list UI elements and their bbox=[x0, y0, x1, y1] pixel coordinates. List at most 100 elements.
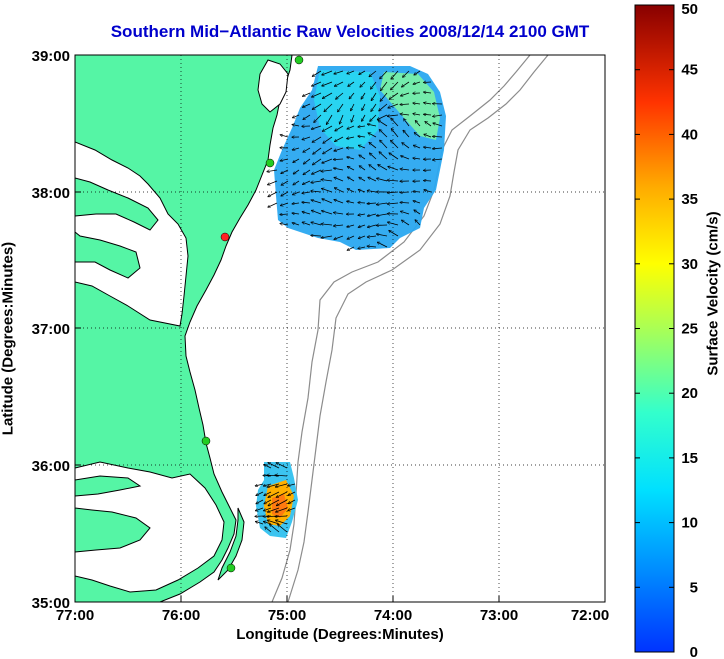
velocity-arrow bbox=[400, 104, 410, 105]
chesapeake-bay bbox=[75, 141, 189, 327]
grid-lines bbox=[75, 55, 605, 602]
velocity-arrow bbox=[268, 499, 280, 506]
velocity-arrow bbox=[313, 147, 322, 154]
velocity-arrow bbox=[256, 522, 264, 525]
velocity-arrow bbox=[321, 180, 333, 182]
velocity-arrow bbox=[293, 169, 300, 174]
velocity-arrow bbox=[358, 126, 366, 127]
velocity-arrow bbox=[358, 136, 366, 137]
velocity-arrow bbox=[400, 169, 410, 170]
velocity-arrow bbox=[424, 134, 432, 138]
velocity-arrow bbox=[281, 169, 289, 174]
albemarle-pamlico-sound bbox=[75, 461, 225, 593]
map-plot-area bbox=[75, 55, 605, 602]
velocity-arrow bbox=[255, 483, 264, 486]
velocity-arrow bbox=[265, 527, 272, 533]
velocity-arrow bbox=[303, 169, 311, 175]
velocity-arrow bbox=[367, 203, 377, 204]
velocity-arrow bbox=[413, 81, 421, 84]
velocity-arrow bbox=[326, 114, 333, 124]
velocity-arrow bbox=[404, 119, 410, 127]
velocity-arrow bbox=[388, 167, 399, 171]
velocity-arrow bbox=[275, 516, 288, 517]
velocity-arrow bbox=[268, 191, 278, 197]
velocity-arrow bbox=[401, 156, 410, 160]
velocity-arrow bbox=[433, 136, 443, 137]
velocity-arrow bbox=[348, 177, 355, 182]
velocity-arrow bbox=[359, 155, 366, 160]
velocity-arrow bbox=[264, 465, 272, 469]
velocity-arrow bbox=[302, 136, 311, 140]
velocity-arrow bbox=[389, 231, 399, 237]
velocity-arrow bbox=[322, 189, 333, 193]
velocity-arrow bbox=[371, 103, 377, 111]
velocity-arrow bbox=[361, 92, 366, 99]
velocity-arrow bbox=[358, 203, 366, 204]
velocity-arrow bbox=[415, 220, 421, 226]
velocity-arrow bbox=[338, 103, 344, 112]
velocity-arrow bbox=[268, 463, 280, 469]
velocity-arrow bbox=[324, 103, 333, 112]
velocity-arrow bbox=[378, 120, 388, 127]
velocity-arrow bbox=[391, 118, 399, 127]
station-marker-inactive bbox=[220, 232, 230, 242]
velocity-arrow bbox=[380, 92, 388, 101]
velocity-arrow bbox=[312, 103, 322, 109]
velocity-arrow bbox=[322, 199, 333, 204]
velocity-arrow bbox=[389, 92, 399, 99]
velocity-arrow bbox=[425, 122, 432, 127]
colorbar-tick-label: 30 bbox=[681, 256, 698, 273]
velocity-arrow bbox=[347, 167, 355, 171]
velocity-arrow bbox=[413, 191, 421, 192]
x-tick-label: 76:00 bbox=[162, 607, 200, 624]
colorbar bbox=[634, 4, 675, 653]
velocity-arrow bbox=[276, 463, 288, 469]
velocity-arrow bbox=[335, 136, 344, 142]
velocity-arrow bbox=[367, 213, 377, 216]
velocity-field-north-mid bbox=[314, 70, 380, 150]
velocity-arrow bbox=[293, 114, 300, 118]
velocity-arrow bbox=[302, 192, 311, 193]
velocity-arrow bbox=[292, 147, 300, 150]
velocity-arrow bbox=[323, 136, 333, 143]
velocity-arrow bbox=[377, 242, 388, 248]
velocity-arrow bbox=[401, 92, 410, 96]
velocity-arrow bbox=[370, 114, 377, 121]
velocity-arrow bbox=[312, 92, 322, 97]
velocity-arrow bbox=[311, 235, 322, 236]
velocity-arrow bbox=[276, 499, 288, 506]
velocity-arrow bbox=[415, 121, 421, 127]
velocity-arrow bbox=[347, 70, 355, 74]
velocity-arrow bbox=[380, 140, 388, 149]
velocity-arrow bbox=[321, 224, 333, 225]
velocity-arrow bbox=[351, 103, 355, 111]
velocity-vectors-north bbox=[267, 70, 443, 250]
velocity-arrow bbox=[335, 81, 344, 86]
station-marker bbox=[265, 158, 275, 168]
y-axis-ticks bbox=[75, 54, 81, 603]
velocity-arrow bbox=[358, 247, 366, 249]
velocity-arrow bbox=[414, 133, 421, 138]
x-tick-label: 72:00 bbox=[571, 607, 609, 624]
velocity-arrow bbox=[368, 133, 377, 138]
velocity-arrow bbox=[311, 200, 322, 204]
velocity-arrow bbox=[413, 201, 421, 204]
velocity-arrow bbox=[347, 235, 355, 239]
velocity-arrow bbox=[292, 203, 300, 204]
velocity-arrow bbox=[377, 213, 388, 216]
velocity-arrow bbox=[334, 235, 344, 239]
velocity-arrow bbox=[303, 92, 311, 96]
velocity-arrow bbox=[267, 483, 280, 487]
map-title: Southern Mid−Atlantic Raw Velocities 200… bbox=[110, 22, 590, 41]
velocity-arrow bbox=[335, 188, 344, 193]
velocity-arrow bbox=[267, 520, 280, 525]
velocity-arrow bbox=[362, 114, 366, 121]
velocity-arrow bbox=[288, 507, 296, 511]
velocity-arrow bbox=[256, 499, 264, 504]
velocity-arrow bbox=[403, 70, 410, 77]
velocity-arrow bbox=[381, 81, 388, 91]
velocity-arrow bbox=[256, 491, 264, 496]
velocity-arrow bbox=[347, 125, 355, 129]
velocity-arrow bbox=[334, 168, 344, 171]
velocity-arrow bbox=[413, 145, 421, 149]
